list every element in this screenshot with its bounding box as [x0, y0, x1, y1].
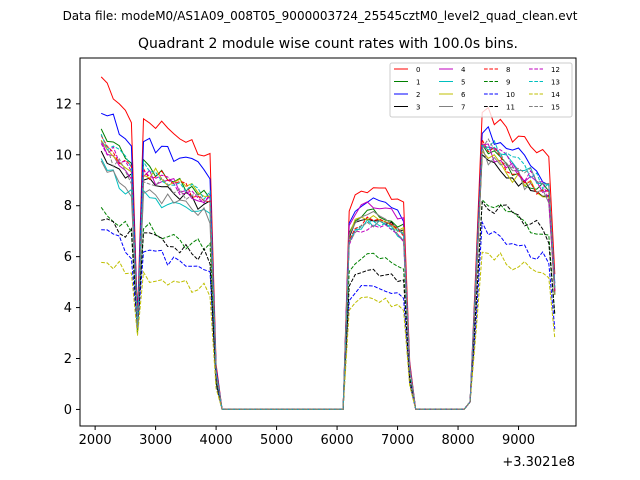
legend-label-13: 13	[551, 79, 560, 87]
legend-label-14: 14	[551, 91, 560, 99]
legend-label-0: 0	[416, 66, 420, 74]
legend-label-5: 5	[461, 79, 465, 87]
series-line-11	[101, 200, 556, 410]
axes: 2000 3000 4000 5000 6000 7000 8000 9000 0 2 4 6 8 10 1…	[55, 97, 535, 448]
legend-label-3: 3	[416, 104, 420, 112]
series-line-8	[100, 135, 556, 410]
plot-frame	[79, 57, 577, 427]
y-tick-label: 12	[55, 97, 72, 112]
legend-label-2: 2	[416, 91, 420, 99]
figure-suptitle: Data file: modeM0/AS1A09_008T05_90000037…	[63, 9, 578, 23]
legend-box	[389, 62, 573, 118]
chart-title: Quadrant 2 module wise count rates with …	[138, 36, 518, 52]
legend-label-1: 1	[416, 79, 420, 87]
legend-label-10: 10	[506, 91, 515, 99]
x-tick-label: 8000	[442, 433, 475, 448]
legend-label-12: 12	[551, 66, 560, 74]
y-tick-label: 10	[55, 148, 72, 163]
x-tick-label: 9000	[502, 433, 535, 448]
x-tick-label: 2000	[79, 433, 112, 448]
x-tick-label: 3000	[139, 433, 172, 448]
y-tick-label: 2	[64, 352, 72, 367]
x-offset-label: +3.3021e8	[502, 455, 575, 470]
y-tick-label: 8	[64, 199, 72, 214]
legend-label-4: 4	[461, 66, 466, 74]
legend-label-8: 8	[506, 66, 510, 74]
series-line-15	[100, 138, 556, 410]
plot-lines	[100, 76, 556, 410]
x-tick-label: 6000	[321, 433, 354, 448]
legend-label-7: 7	[461, 104, 465, 112]
y-tick-label: 0	[64, 403, 72, 418]
legend-label-9: 9	[506, 79, 510, 87]
y-tick-label: 6	[64, 250, 72, 265]
y-tick-label: 4	[64, 301, 72, 316]
legend-label-11: 11	[506, 104, 515, 112]
legend-label-15: 15	[551, 104, 560, 112]
x-tick-label: 4000	[200, 433, 233, 448]
x-tick-label: 5000	[260, 433, 293, 448]
legend-label-6: 6	[461, 91, 466, 99]
x-tick-label: 7000	[381, 433, 414, 448]
